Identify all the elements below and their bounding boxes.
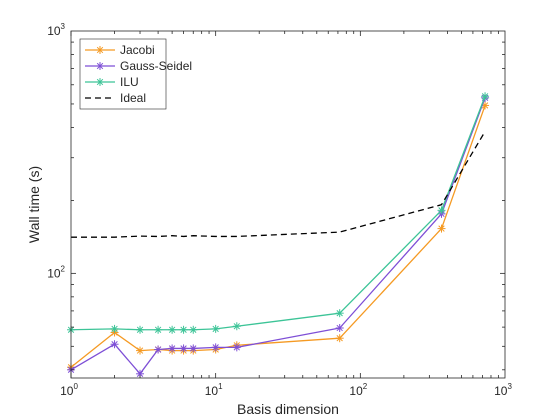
data-point-ilu	[211, 324, 220, 333]
series-line-ilu	[70, 96, 486, 331]
legend-marker-jacobi	[96, 46, 104, 54]
x-axis-label: Basis dimension	[237, 401, 339, 417]
legend-label-ideal: Ideal	[120, 91, 146, 105]
series-line-ideal	[71, 131, 486, 238]
axes-layer	[70, 30, 506, 379]
data-point-ilu	[168, 325, 177, 334]
series-layer	[67, 92, 490, 378]
x-tick-label: 103	[494, 382, 512, 398]
legend: Jacobi Gauss-Seidel ILU Ideal	[79, 38, 192, 110]
legend-box	[79, 38, 167, 110]
data-point-gauss-seidel	[179, 344, 188, 353]
ticks-layer: 100 101 102 103 102 103	[47, 22, 512, 398]
x-tick-label: 102	[349, 382, 367, 398]
data-point-jacobi	[437, 224, 446, 233]
series-line-jacobi	[70, 105, 486, 368]
y-tick-label: 103	[47, 22, 65, 38]
legend-label-jacobi: Jacobi	[120, 43, 155, 57]
data-point-jacobi	[136, 346, 145, 355]
data-point-ilu	[179, 325, 188, 334]
legend-item-gauss-seidel: Gauss-Seidel	[85, 59, 192, 73]
x-tick-label: 100	[60, 382, 78, 398]
axes-box	[70, 30, 506, 379]
y-tick-label: 102	[47, 264, 65, 280]
data-point-ilu	[154, 325, 163, 334]
series-ilu	[67, 92, 490, 334]
data-point-gauss-seidel	[189, 344, 198, 353]
series-ideal	[71, 131, 486, 238]
data-point-ilu	[110, 324, 119, 333]
legend-item-ilu: ILU	[85, 75, 139, 89]
data-point-gauss-seidel	[211, 343, 220, 352]
data-point-gauss-seidel	[168, 344, 177, 353]
data-point-gauss-seidel	[154, 345, 163, 354]
data-point-ilu	[335, 309, 344, 318]
data-point-gauss-seidel	[335, 323, 344, 332]
legend-marker-gauss-seidel	[96, 62, 104, 70]
legend-item-ideal: Ideal	[85, 91, 146, 105]
x-tick-label: 101	[205, 382, 223, 398]
legend-label-ilu: ILU	[120, 75, 139, 89]
data-point-ilu	[232, 322, 241, 331]
legend-label-gauss-seidel: Gauss-Seidel	[120, 59, 192, 73]
series-line-gauss-seidel	[70, 97, 486, 375]
legend-item-jacobi: Jacobi	[85, 43, 155, 57]
data-point-gauss-seidel	[232, 343, 241, 352]
data-point-ilu	[189, 325, 198, 334]
data-point-gauss-seidel	[136, 369, 145, 378]
data-point-ilu	[136, 325, 145, 334]
data-point-jacobi	[335, 334, 344, 343]
y-axis-label: Wall time (s)	[26, 166, 42, 243]
data-point-gauss-seidel	[110, 340, 119, 349]
data-point-ilu	[437, 206, 446, 215]
legend-marker-ilu	[96, 78, 104, 86]
data-point-ilu	[481, 92, 490, 101]
